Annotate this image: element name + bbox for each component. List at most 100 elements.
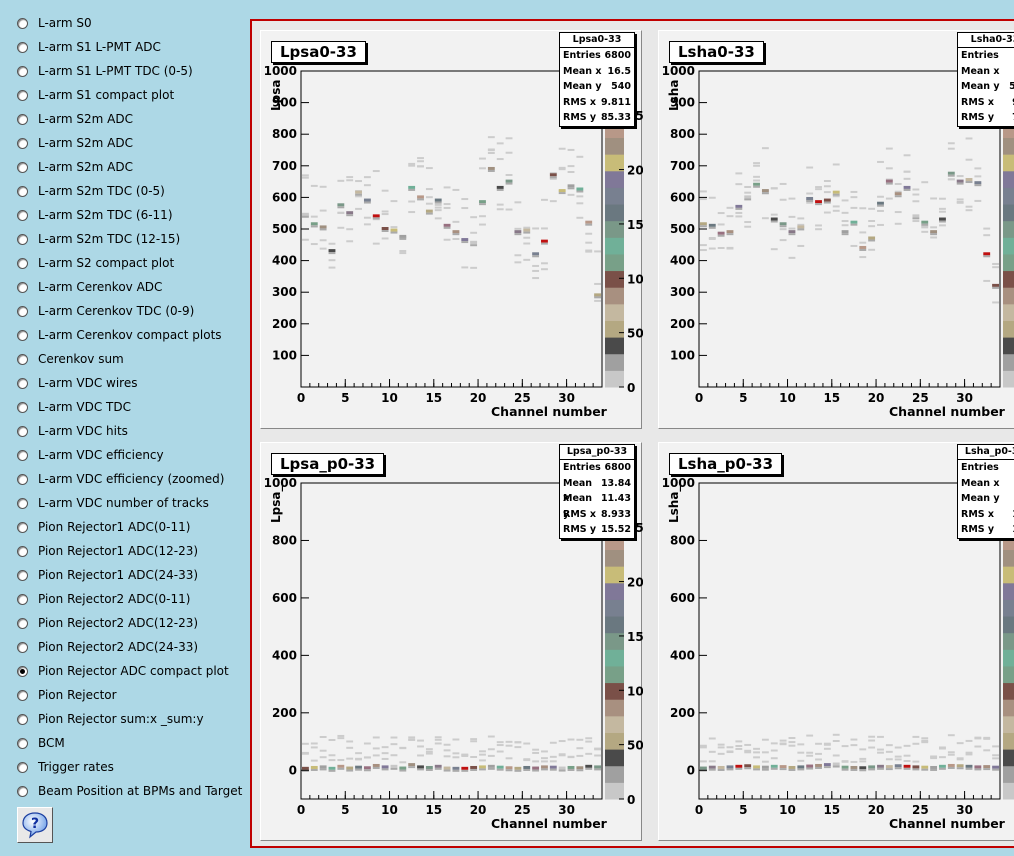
histogram-cell [558,168,566,171]
sidebar-item-31[interactable]: Trigger rates [17,757,114,777]
sidebar-item-27[interactable]: Pion Rejector ADC compact plot [17,661,229,681]
radio-button[interactable] [17,233,28,245]
radio-button[interactable] [17,761,28,773]
sidebar-item-32[interactable]: Beam Position at BPMs and Target [17,781,242,801]
radio-button[interactable] [17,185,28,197]
radio-button[interactable] [17,209,28,221]
stats-key: Mean y [563,81,602,92]
histogram-cell [921,741,929,744]
sidebar-item-16[interactable]: L-arm VDC TDC [17,397,131,417]
histogram-cell [417,198,424,201]
sidebar-item-13[interactable]: L-arm Cerenkov compact plots [17,325,222,345]
histogram-cell [319,209,327,212]
radio-button[interactable] [17,353,28,365]
radio-button[interactable] [17,89,28,101]
radio-button[interactable] [17,305,28,317]
radio-button[interactable] [17,497,28,509]
sidebar-item-21[interactable]: Pion Rejector1 ADC(0-11) [17,517,190,537]
sidebar-item-5[interactable]: L-arm S2m ADC [17,133,133,153]
sidebar-item-4[interactable]: L-arm S2m ADC [17,109,133,129]
histogram-peak-cell [894,764,902,768]
sidebar-item-17[interactable]: L-arm VDC hits [17,421,128,441]
histogram-pad-4[interactable]: 0 5 10 15 20 25 30 0 200 400 600 800 1000 Lsha_p0-33 L… [658,442,1014,841]
sidebar-item-25[interactable]: Pion Rejector2 ADC(12-23) [17,613,198,633]
radio-button[interactable] [17,785,28,797]
histogram-cell [434,203,442,206]
sidebar-item-9[interactable]: L-arm S2m TDC (12-15) [17,229,180,249]
sidebar-item-11[interactable]: L-arm Cerenkov ADC [17,277,162,297]
histogram-peak-cell [779,765,787,769]
radio-button[interactable] [17,521,28,533]
sidebar-item-2[interactable]: L-arm S1 L-PMT TDC (0-5) [17,61,193,81]
sidebar-item-8[interactable]: L-arm S2m TDC (6-11) [17,205,173,225]
radio-button[interactable] [17,161,28,173]
radio-button[interactable] [17,401,28,413]
sidebar-item-10[interactable]: L-arm S2 compact plot [17,253,174,273]
radio-button[interactable] [17,41,28,53]
x-tick-label: 5 [739,391,747,405]
radio-button[interactable] [17,713,28,725]
sidebar-item-23[interactable]: Pion Rejector1 ADC(24-33) [17,565,198,585]
histogram-peak-cell [761,765,769,769]
histogram-cell [700,225,707,228]
histogram-peak-cell [921,220,929,224]
sidebar-item-18[interactable]: L-arm VDC efficiency [17,445,164,465]
radio-button[interactable] [17,425,28,437]
sidebar-item-19[interactable]: L-arm VDC efficiency (zoomed) [17,469,224,489]
radio-button[interactable] [17,473,28,485]
histogram-cell [505,757,513,760]
sidebar-item-12[interactable]: L-arm Cerenkov TDC (0-9) [17,301,194,321]
sidebar-item-24[interactable]: Pion Rejector2 ADC(0-11) [17,589,190,609]
radio-button[interactable] [17,65,28,77]
sidebar-item-30[interactable]: BCM [17,733,65,753]
sidebar-item-0[interactable]: L-arm S0 [17,13,92,33]
stats-row: RMS y 78. [958,110,1014,126]
sidebar-item-22[interactable]: Pion Rejector1 ADC(12-23) [17,541,198,561]
radio-button[interactable] [17,569,28,581]
histogram-cell [912,220,920,223]
radio-button[interactable] [17,737,28,749]
histogram-pad-2[interactable]: 0 5 10 15 20 25 30 100 200 300 400 500 600 700 800 900 1… [658,30,1014,429]
sidebar-item-20[interactable]: L-arm VDC number of tracks [17,493,209,513]
sidebar-item-15[interactable]: L-arm VDC wires [17,373,137,393]
radio-button[interactable] [17,377,28,389]
histogram-pad-3[interactable]: 0 5 10 15 20 25 30 0 200 400 600 800 1000 0 50 100 150 20… [260,442,643,841]
histogram-cell [947,734,955,737]
histogram-cell [974,736,982,739]
histogram-cell [983,749,991,752]
sidebar-item-1[interactable]: L-arm S1 L-PMT ADC [17,37,161,57]
radio-button[interactable] [17,665,28,677]
histogram-cell [894,767,902,770]
radio-button[interactable] [17,113,28,125]
radio-button[interactable] [17,545,28,557]
sidebar-item-28[interactable]: Pion Rejector [17,685,117,705]
radio-button[interactable] [17,329,28,341]
x-tick-label: 5 [341,391,349,405]
histogram-cell [726,768,734,771]
histogram-cell [885,758,893,761]
radio-button[interactable] [17,137,28,149]
sidebar-item-14[interactable]: Cerenkov sum [17,349,124,369]
y-tick-label: 800 [272,127,297,141]
sidebar-item-26[interactable]: Pion Rejector2 ADC(24-33) [17,637,198,657]
radio-button[interactable] [17,641,28,653]
sidebar-item-7[interactable]: L-arm S2m TDC (0-5) [17,181,165,201]
histogram-cell [832,193,840,196]
radio-button[interactable] [17,257,28,269]
stats-title: Lsha_p0-33 [958,445,1014,460]
radio-button[interactable] [17,689,28,701]
histogram-cell [753,185,760,188]
sidebar-item-6[interactable]: L-arm S2m ADC [17,157,133,177]
sidebar-item-29[interactable]: Pion Rejector sum:x _sum:y [17,709,204,729]
histogram-pad-1[interactable]: 0 5 10 15 20 25 30 100 200 300 400 500 600 700 800 900 1… [260,30,643,429]
histogram-peak-cell [532,252,540,256]
radio-button[interactable] [17,17,28,29]
histogram-cell [399,237,407,240]
radio-button[interactable] [17,281,28,293]
sidebar-item-3[interactable]: L-arm S1 compact plot [17,85,174,105]
radio-button[interactable] [17,449,28,461]
help-button[interactable]: ? [17,807,53,843]
radio-button[interactable] [17,593,28,605]
radio-button[interactable] [17,617,28,629]
sidebar-item-label: L-arm S2m ADC [38,136,133,150]
